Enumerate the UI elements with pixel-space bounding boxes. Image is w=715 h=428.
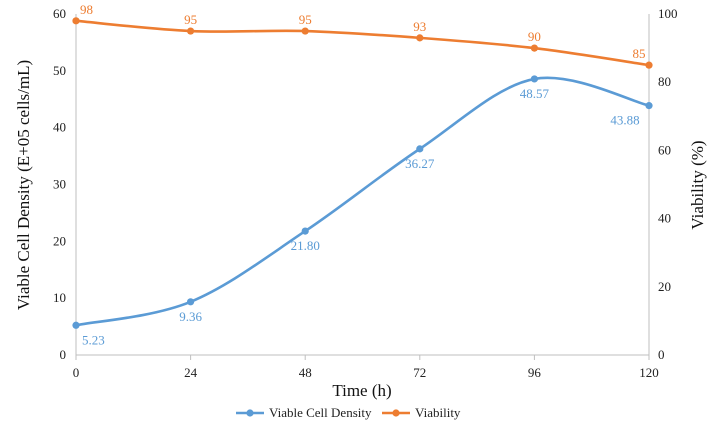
x-tick-labels: 0 24 48 72 96 120 (73, 355, 659, 380)
legend-label-vcd: Viable Cell Density (269, 405, 372, 420)
data-label-viability: 85 (633, 46, 646, 61)
y-left-tick-labels: 0 10 20 30 40 50 60 (53, 6, 66, 362)
data-point-vcd (187, 298, 195, 306)
data-point-viability (187, 27, 195, 35)
y-left-tick-label: 20 (53, 233, 66, 248)
data-point-vcd (416, 145, 424, 153)
x-tick-label: 0 (73, 365, 80, 380)
y-left-tick-label: 30 (53, 177, 66, 192)
data-label-vcd: 9.36 (179, 309, 202, 324)
data-label-vcd: 36.27 (405, 156, 435, 171)
data-label-vcd: 5.23 (82, 332, 105, 347)
data-label-vcd: 21.80 (291, 238, 320, 253)
data-point-vcd (72, 321, 80, 329)
data-point-viability (416, 34, 424, 42)
y-left-tick-label: 40 (53, 120, 66, 135)
y-axis-right-title: Viability (%) (688, 140, 707, 229)
y-right-tick-label: 60 (658, 142, 671, 157)
series-line-vcd (75, 76, 650, 327)
legend: Viable Cell Density Viability (236, 405, 461, 420)
x-axis-title: Time (h) (332, 381, 391, 400)
legend-swatch-marker-viability (392, 409, 400, 417)
data-point-viability (530, 44, 539, 52)
y-right-tick-label: 80 (658, 74, 671, 89)
y-left-tick-label: 50 (53, 63, 66, 78)
y-right-tick-labels: 0 20 40 60 80 100 (658, 6, 678, 362)
y-left-tick-label: 60 (53, 6, 66, 21)
data-point-viability (301, 27, 309, 35)
y-right-tick-label: 0 (658, 347, 665, 362)
legend-swatch-marker-vcd (246, 409, 254, 417)
y-left-tick-label: 0 (60, 347, 67, 362)
data-label-viability: 98 (80, 2, 93, 17)
data-label-vcd: 43.88 (610, 113, 639, 128)
data-point-vcd (301, 227, 309, 235)
data-point-viability (72, 17, 80, 25)
x-tick-label: 120 (639, 365, 659, 380)
y-right-tick-label: 100 (658, 6, 678, 21)
data-point-vcd (645, 102, 653, 110)
y-right-tick-label: 20 (658, 279, 671, 294)
y-right-tick-label: 40 (658, 211, 671, 226)
data-label-viability: 93 (413, 19, 426, 34)
x-tick-label: 72 (413, 365, 426, 380)
data-label-vcd: 48.57 (520, 86, 550, 101)
x-tick-label: 48 (299, 365, 312, 380)
y-axis-left-title: Viable Cell Density (E+05 cells/mL) (14, 60, 33, 310)
x-tick-label: 96 (528, 365, 542, 380)
data-label-viability: 95 (184, 12, 197, 27)
data-point-vcd (530, 75, 539, 83)
legend-label-viability: Viability (415, 405, 461, 420)
y-left-tick-label: 10 (53, 290, 66, 305)
series-group: 5.23 9.36 21.80 36.27 48.57 43.88 98 95 95 93 90 85 (72, 2, 653, 347)
data-label-viability: 95 (299, 12, 312, 27)
data-point-viability (645, 61, 653, 69)
series-line-viability (75, 19, 650, 67)
x-tick-label: 24 (184, 365, 198, 380)
data-label-viability: 90 (528, 29, 541, 44)
plot-area (75, 14, 650, 356)
